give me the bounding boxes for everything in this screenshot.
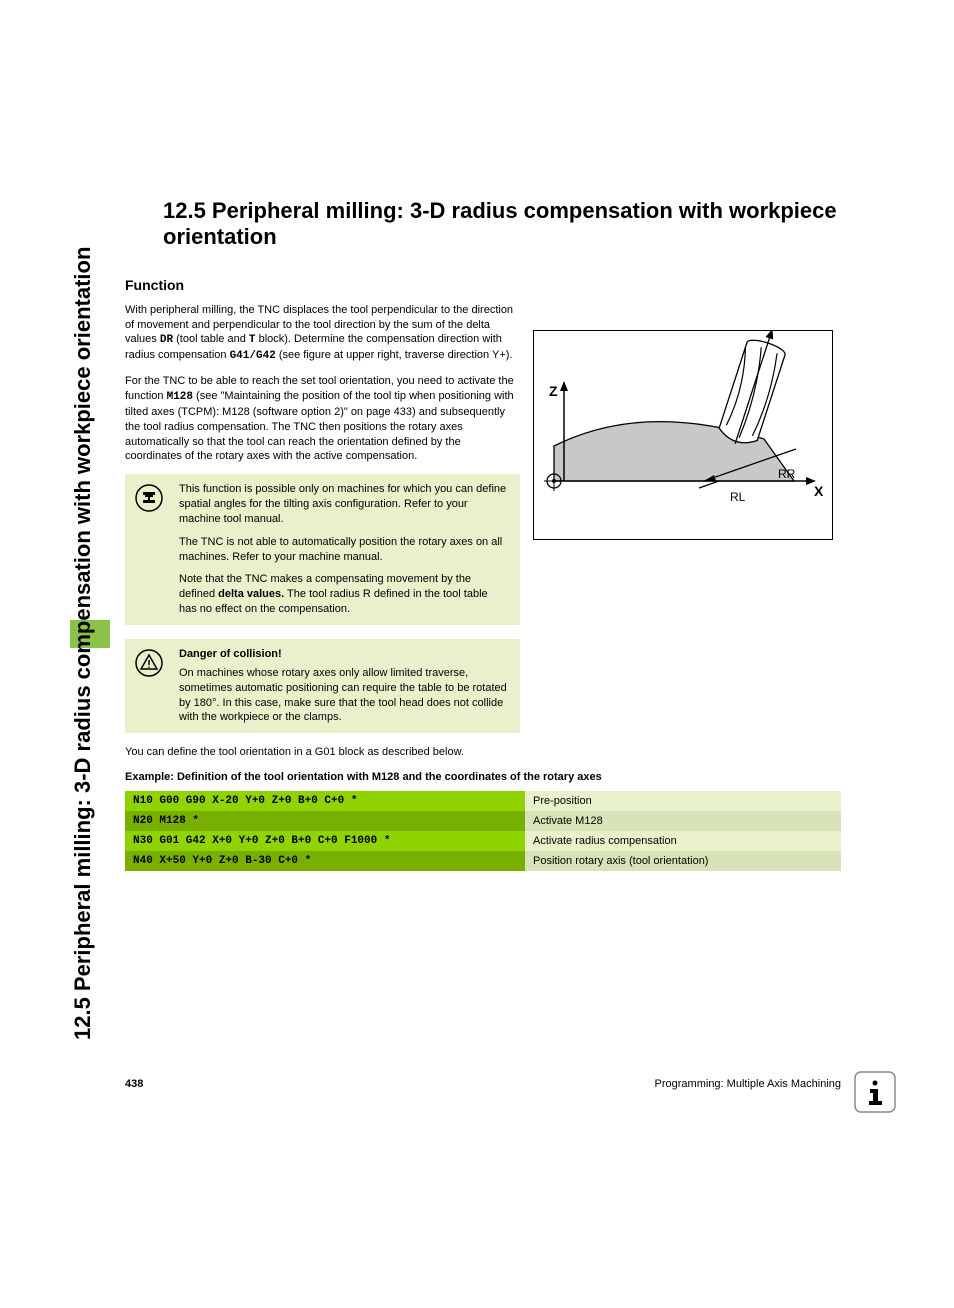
- danger-body: On machines whose rotary axes only allow…: [179, 666, 508, 725]
- note1-p2: The TNC is not able to automatically pos…: [179, 535, 508, 565]
- section-heading: 12.5 Peripheral milling: 3-D radius comp…: [163, 198, 845, 251]
- code-cell: N30 G01 G42 X+0 Y+0 Z+0 B+0 C+0 F1000 *: [125, 831, 525, 851]
- info-icon: [854, 1071, 896, 1113]
- table-row: N20 M128 * Activate M128: [125, 811, 841, 831]
- code-cell: N40 X+50 Y+0 Z+0 B-30 C+0 *: [125, 851, 525, 871]
- code-cell: N20 M128 *: [125, 811, 525, 831]
- example-heading: Example: Definition of the tool orientat…: [125, 770, 845, 785]
- danger-heading: Danger of collision!: [179, 647, 508, 662]
- footer-title: Programming: Multiple Axis Machining: [655, 1078, 841, 1090]
- note-box-danger: Danger of collision! On machines whose r…: [125, 639, 520, 733]
- after-notes-para: You can define the tool orientation in a…: [125, 745, 845, 760]
- body-column: Function With peripheral milling, the TN…: [125, 277, 520, 464]
- function-subheading: Function: [125, 277, 520, 293]
- desc-cell: Pre-position: [525, 791, 841, 811]
- rr-label: RR: [778, 467, 796, 481]
- x-axis-label: X: [814, 483, 824, 499]
- page-number: 438: [125, 1078, 143, 1090]
- rl-label: RL: [730, 490, 746, 504]
- desc-cell: Activate radius compensation: [525, 831, 841, 851]
- note-box-info: This function is possible only on machin…: [125, 474, 520, 625]
- code-table: N10 G00 G90 X-20 Y+0 Z+0 B+0 C+0 * Pre-p…: [125, 791, 841, 871]
- z-axis-label: Z: [549, 383, 558, 399]
- desc-cell: Activate M128: [525, 811, 841, 831]
- page-footer: 438 Programming: Multiple Axis Machining: [125, 1078, 841, 1090]
- table-row: N10 G00 G90 X-20 Y+0 Z+0 B+0 C+0 * Pre-p…: [125, 791, 841, 811]
- table-row: N30 G01 G42 X+0 Y+0 Z+0 B+0 C+0 F1000 * …: [125, 831, 841, 851]
- table-row: N40 X+50 Y+0 Z+0 B-30 C+0 * Position rot…: [125, 851, 841, 871]
- paragraph-1: With peripheral milling, the TNC displac…: [125, 303, 520, 364]
- note1-p1: This function is possible only on machin…: [179, 482, 508, 527]
- warning-icon: [135, 649, 163, 677]
- machine-icon: [135, 484, 163, 512]
- paragraph-2: For the TNC to be able to reach the set …: [125, 374, 520, 464]
- desc-cell: Position rotary axis (tool orientation): [525, 851, 841, 871]
- side-tab-text: 12.5 Peripheral milling: 3-D radius comp…: [70, 190, 96, 1040]
- code-cell: N10 G00 G90 X-20 Y+0 Z+0 B+0 C+0 *: [125, 791, 525, 811]
- diagram-figure: Z X RR RL: [533, 330, 833, 540]
- side-tab: 12.5 Peripheral milling: 3-D radius comp…: [70, 190, 110, 1040]
- note1-p3: Note that the TNC makes a compensating m…: [179, 572, 508, 617]
